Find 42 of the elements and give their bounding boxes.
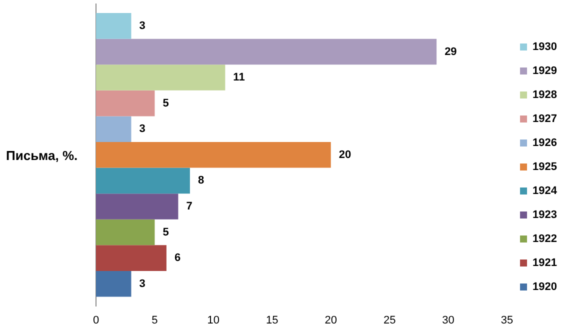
x-tick-label: 35 xyxy=(500,314,514,326)
data-label: 11 xyxy=(233,72,245,84)
legend-label: 1923 xyxy=(532,209,558,222)
data-label: 8 xyxy=(198,174,204,187)
legend-label: 1930 xyxy=(532,41,558,54)
x-tick-label: 0 xyxy=(92,314,100,326)
bar xyxy=(96,90,155,116)
data-label: 29 xyxy=(444,46,457,58)
legend-label: 1929 xyxy=(532,65,558,78)
x-tick-label: 25 xyxy=(383,314,396,326)
legend-label: 1928 xyxy=(532,89,558,102)
bar xyxy=(96,270,132,297)
bar xyxy=(96,194,178,220)
legend-label: 1920 xyxy=(532,281,558,294)
x-tick-label: 30 xyxy=(442,314,454,326)
x-tick-label: 15 xyxy=(266,314,278,326)
data-label: 7 xyxy=(186,200,192,213)
x-tick-label: 10 xyxy=(207,314,220,326)
data-label: 3 xyxy=(139,123,146,136)
bar xyxy=(96,168,190,194)
data-label: 20 xyxy=(338,148,352,161)
bar xyxy=(96,38,437,65)
bar xyxy=(96,142,331,168)
legend-label: 1925 xyxy=(532,161,558,174)
bar xyxy=(96,219,155,246)
data-label: 5 xyxy=(162,97,169,110)
bar xyxy=(96,13,132,39)
x-tick-label: 5 xyxy=(152,314,158,326)
legend-label: 1921 xyxy=(532,257,558,270)
bar xyxy=(96,116,132,142)
bar xyxy=(96,245,166,271)
data-label: 5 xyxy=(162,226,169,238)
legend-label: 1926 xyxy=(532,137,558,150)
x-tick-label: 20 xyxy=(324,314,337,326)
legend-label: 1924 xyxy=(532,185,558,198)
data-label: 3 xyxy=(139,278,146,290)
bar xyxy=(96,64,226,90)
y-axis-title: Письма, %. xyxy=(6,148,78,163)
data-label: 3 xyxy=(139,20,146,32)
legend-label: 1922 xyxy=(532,233,558,246)
data-label: 6 xyxy=(174,252,181,264)
legend-label: 1927 xyxy=(532,113,558,126)
